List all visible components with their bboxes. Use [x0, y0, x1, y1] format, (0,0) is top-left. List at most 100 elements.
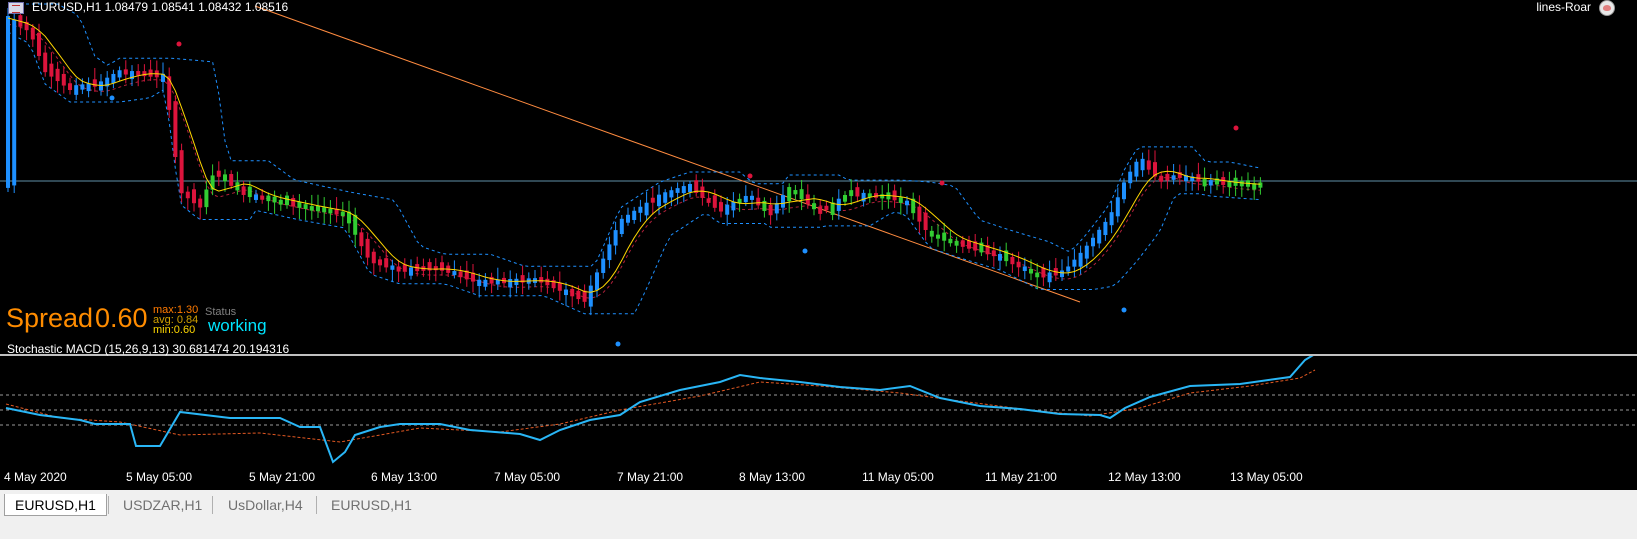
spread-value: 0.60	[95, 303, 148, 333]
time-axis-label: 5 May 21:00	[249, 470, 316, 484]
candle-body	[1122, 182, 1126, 200]
candle-body	[334, 208, 339, 215]
candle-body	[278, 199, 283, 205]
candle-body	[681, 186, 686, 194]
candle-body	[260, 195, 265, 200]
candle-body	[632, 210, 637, 220]
candle-body	[130, 71, 134, 80]
signal-marker	[939, 180, 945, 186]
candle-body	[1066, 266, 1071, 272]
tab-eurusd-h1[interactable]: EURUSD,H1	[4, 494, 107, 516]
status-title: Status	[205, 306, 237, 318]
candle-body	[241, 186, 246, 195]
candle-body	[973, 241, 978, 251]
candle-body	[340, 211, 345, 217]
candle-body	[1146, 160, 1151, 170]
channel-upper-line	[8, 3, 1261, 268]
candle-body	[898, 197, 903, 203]
candle-body	[824, 205, 829, 211]
candle-body	[322, 207, 327, 213]
candle-body	[37, 32, 41, 56]
candle-body	[582, 290, 587, 302]
candle-body	[756, 197, 761, 206]
candle-body	[1134, 161, 1139, 177]
candle-body	[371, 251, 376, 264]
spread-min: min:0.60	[153, 324, 196, 336]
price-chart-canvas[interactable]	[0, 0, 1637, 354]
candle-body	[309, 206, 314, 211]
candle-body	[1091, 237, 1095, 247]
tab-separator	[108, 496, 109, 514]
candle-body	[954, 240, 959, 246]
candle-body	[1072, 259, 1077, 267]
time-axis-label: 8 May 13:00	[739, 470, 806, 484]
indicator-canvas[interactable]	[0, 353, 1637, 490]
candle-body	[192, 189, 196, 204]
candle-body	[291, 198, 296, 207]
candle-body	[849, 190, 854, 197]
candle-body	[998, 254, 1002, 261]
stoch-main-line	[5, 353, 1316, 464]
channel-lower-line	[7, 31, 1261, 315]
expert-advisor-icon[interactable]	[1599, 0, 1615, 16]
candle-body	[1208, 180, 1213, 186]
candle-body	[12, 19, 17, 186]
candle-body	[86, 83, 91, 92]
candle-body	[1165, 173, 1170, 181]
candle-body	[712, 195, 717, 208]
signal-marker	[109, 95, 115, 101]
candle-body	[812, 203, 816, 210]
candle-body	[359, 232, 364, 247]
candle-body	[1078, 252, 1083, 267]
candle-body	[731, 201, 736, 211]
symbol-quote-header: EURUSD,H1 1.08479 1.08541 1.08432 1.0851…	[32, 0, 289, 14]
chart-window[interactable]: EURUSD,H1 1.08479 1.08541 1.08432 1.0851…	[0, 0, 1637, 510]
candle-body	[254, 194, 258, 200]
candle-body	[1115, 197, 1120, 217]
signal-marker	[615, 341, 621, 347]
signal-marker	[1121, 307, 1127, 313]
candle-body	[1016, 261, 1021, 268]
candle-body	[6, 16, 10, 188]
candle-body	[471, 272, 475, 282]
tab-usdzar-h1[interactable]: USDZAR,H1	[123, 497, 203, 513]
candle-body	[167, 76, 172, 110]
candle-body	[867, 193, 872, 198]
tab-eurusd-h1-2[interactable]: EURUSD,H1	[331, 497, 412, 513]
candle-body	[663, 192, 668, 203]
candle-body	[520, 275, 525, 283]
candle-body	[1177, 172, 1182, 179]
candle-body	[477, 279, 482, 287]
pane-divider[interactable]	[0, 354, 1637, 356]
candle-body	[1190, 176, 1195, 182]
indicator-pane[interactable]	[0, 353, 1637, 490]
candle-body	[123, 69, 128, 75]
price-chart-pane[interactable]: EURUSD,H1 1.08479 1.08541 1.08432 1.0851…	[0, 0, 1637, 354]
chart-window-icon	[8, 2, 24, 14]
candle-body	[458, 271, 463, 278]
time-axis-label: 12 May 13:00	[1108, 470, 1181, 484]
candle-body	[1171, 175, 1176, 180]
candle-body	[61, 73, 66, 86]
candle-body	[607, 244, 612, 261]
candle-body	[285, 195, 289, 206]
candle-body	[136, 71, 141, 76]
candle-body	[818, 206, 823, 214]
candle-body	[440, 262, 444, 271]
candle-body	[229, 174, 234, 186]
candle-body	[495, 279, 500, 285]
candle-body	[564, 289, 568, 296]
candle-body	[985, 245, 990, 255]
candle-body	[725, 204, 730, 215]
candle-body	[235, 182, 240, 191]
candle-body	[719, 202, 723, 212]
candle-body	[880, 194, 885, 199]
candle-body	[799, 189, 804, 200]
expert-advisor-name[interactable]: lines-Roar	[1536, 0, 1591, 14]
candle-body	[929, 230, 934, 237]
tab-usdollar-h4[interactable]: UsDollar,H4	[228, 497, 303, 513]
candle-body	[1252, 183, 1257, 190]
candle-body	[365, 238, 370, 258]
candle-body	[117, 70, 122, 78]
candle-body	[1097, 229, 1102, 244]
